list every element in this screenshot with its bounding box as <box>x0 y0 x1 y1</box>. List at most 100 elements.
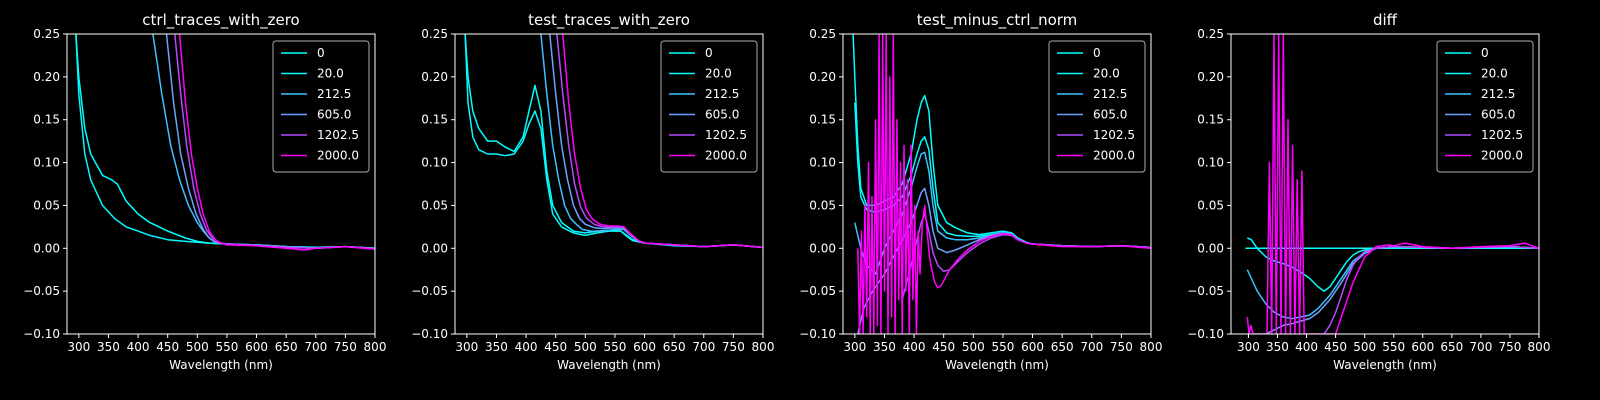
series-line-2000-0 <box>857 34 1151 334</box>
x-tick-label: 350 <box>873 340 896 354</box>
y-tick-label: 0.05 <box>1197 198 1224 212</box>
legend-label: 20.0 <box>317 67 344 81</box>
chart-panel-4: 300 350 400 450 500 550 600 650 700 750 800 −0.10 −0… <box>1187 11 1550 372</box>
legend-label: 2000.0 <box>705 149 747 163</box>
y-tick-label: 0.25 <box>809 27 836 41</box>
x-tick-label: 550 <box>215 340 238 354</box>
legend-label: 212.5 <box>705 87 739 101</box>
x-tick-label: 650 <box>1440 340 1463 354</box>
x-tick-label: 550 <box>603 340 626 354</box>
series-line-605-0 <box>1265 245 1539 334</box>
chart-title: ctrl_traces_with_zero <box>142 11 299 30</box>
x-tick-label: 750 <box>722 340 745 354</box>
x-tick-label: 400 <box>127 340 150 354</box>
axes-frame <box>1230 33 1540 335</box>
legend: 0 20.0 212.5 605.0 1202.5 2000.0 <box>272 40 370 173</box>
y-tick-label: 0.10 <box>1197 156 1224 170</box>
y-tick-label: −0.10 <box>799 327 836 341</box>
legend-label: 0 <box>317 46 325 60</box>
legend-label: 1202.5 <box>705 128 747 142</box>
legend-label: 212.5 <box>1481 87 1515 101</box>
x-tick-label: 650 <box>1051 340 1074 354</box>
legend-label: 2000.0 <box>317 149 359 163</box>
legend: 0 20.0 212.5 605.0 1202.5 2000.0 <box>1436 40 1534 173</box>
legend-label: 0 <box>1481 46 1489 60</box>
x-tick-label: 650 <box>275 340 298 354</box>
legend-label: 1202.5 <box>1093 128 1135 142</box>
x-tick-label: 750 <box>1110 340 1133 354</box>
y-tick-label: 0.00 <box>421 241 448 255</box>
x-tick-label: 300 <box>67 340 90 354</box>
legend-label: 1202.5 <box>1481 128 1523 142</box>
y-tick-label: 0.20 <box>1197 70 1224 84</box>
y-tick-label: −0.05 <box>799 284 836 298</box>
y-tick-label: 0.20 <box>33 70 60 84</box>
x-tick-label: 500 <box>186 340 209 354</box>
x-tick-label: 800 <box>752 340 775 354</box>
x-tick-label: 400 <box>515 340 538 354</box>
x-tick-label: 350 <box>1266 340 1289 354</box>
x-tick-label: 300 <box>1237 340 1260 354</box>
chart-title: diff <box>1373 11 1398 29</box>
x-tick-label: 400 <box>1295 340 1318 354</box>
y-tick-label: 0.25 <box>421 27 448 41</box>
plot-area <box>852 34 1151 334</box>
series-line-1202-5 <box>1323 245 1539 334</box>
x-tick-label: 550 <box>991 340 1014 354</box>
y-tick-label: 0.15 <box>809 113 836 127</box>
y-tick-label: 0.10 <box>33 156 60 170</box>
legend: 0 20.0 212.5 605.0 1202.5 2000.0 <box>1048 40 1146 173</box>
y-tick-label: −0.05 <box>411 284 448 298</box>
x-tick-label: 300 <box>843 340 866 354</box>
y-tick-label: −0.10 <box>411 327 448 341</box>
y-tick-label: 0.15 <box>1197 113 1224 127</box>
legend-label: 20.0 <box>1481 67 1508 81</box>
x-axis-label: Wavelength (nm) <box>169 358 273 372</box>
chart-panel-3: 300 350 400 450 500 550 600 650 700 750 800 −0.10 −0… <box>799 11 1162 372</box>
legend-label: 0 <box>705 46 713 60</box>
y-tick-label: 0.00 <box>809 241 836 255</box>
plot-area <box>75 34 375 251</box>
x-tick-label: 700 <box>1469 340 1492 354</box>
y-tick-label: 0.10 <box>421 156 448 170</box>
x-tick-label: 500 <box>962 340 985 354</box>
x-tick-label: 700 <box>1080 340 1103 354</box>
x-tick-label: 800 <box>1528 340 1551 354</box>
axes-frame <box>842 33 1152 335</box>
y-tick-label: −0.05 <box>1187 284 1224 298</box>
chart-title: test_minus_ctrl_norm <box>917 11 1078 30</box>
x-tick-label: 400 <box>903 340 926 354</box>
legend: 0 20.0 212.5 605.0 1202.5 2000.0 <box>660 40 758 173</box>
axes-frame <box>454 33 764 335</box>
x-axis-label: Wavelength (nm) <box>557 358 661 372</box>
x-tick-label: 750 <box>334 340 357 354</box>
legend-label: 212.5 <box>1093 87 1127 101</box>
x-tick-label: 800 <box>364 340 387 354</box>
legend-label: 2000.0 <box>1093 149 1135 163</box>
chart-title: test_traces_with_zero <box>528 11 690 30</box>
legend-label: 605.0 <box>705 108 739 122</box>
y-tick-label: 0.15 <box>33 113 60 127</box>
y-tick-label: −0.10 <box>23 327 60 341</box>
x-axis-label: Wavelength (nm) <box>945 358 1049 372</box>
legend-label: 1202.5 <box>317 128 359 142</box>
y-tick-label: 0.25 <box>1197 27 1224 41</box>
x-tick-label: 700 <box>692 340 715 354</box>
y-tick-label: −0.10 <box>1187 327 1224 341</box>
y-tick-label: 0.20 <box>421 70 448 84</box>
y-tick-label: 0.00 <box>33 241 60 255</box>
axes-frame <box>66 33 376 335</box>
y-tick-label: 0.05 <box>421 198 448 212</box>
plot-area <box>464 34 763 249</box>
series-line-2000-0 <box>562 34 763 249</box>
x-tick-label: 450 <box>156 340 179 354</box>
y-tick-label: 0.25 <box>33 27 60 41</box>
series-line-2000-0 <box>178 34 375 251</box>
legend-label: 0 <box>1093 46 1101 60</box>
x-tick-label: 600 <box>245 340 268 354</box>
x-tick-label: 700 <box>304 340 327 354</box>
chart-panel-1: 300 350 400 450 500 550 600 650 700 750 800 −0.10 −0… <box>23 11 386 372</box>
legend-label: 2000.0 <box>1481 149 1523 163</box>
x-tick-label: 750 <box>1498 340 1521 354</box>
